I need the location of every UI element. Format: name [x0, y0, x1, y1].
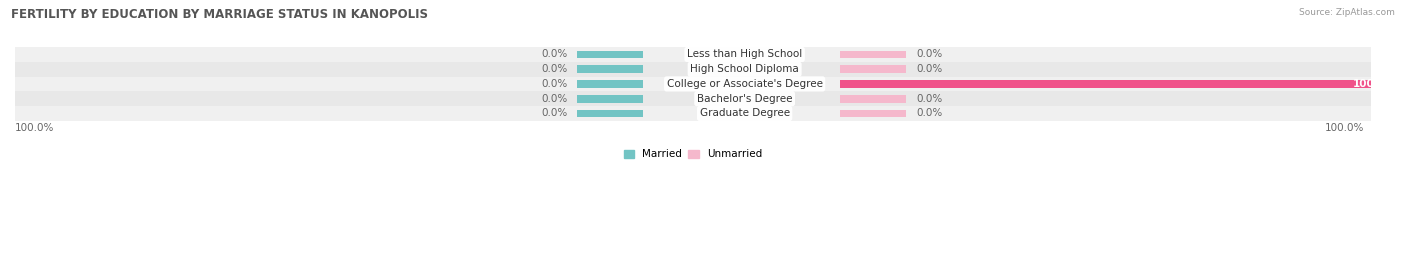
Bar: [578, 65, 644, 73]
Text: 0.0%: 0.0%: [917, 108, 942, 118]
Legend: Married, Unmarried: Married, Unmarried: [620, 145, 766, 164]
Text: 100.0%: 100.0%: [1324, 123, 1364, 133]
Text: 0.0%: 0.0%: [541, 79, 568, 89]
Text: High School Diploma: High School Diploma: [690, 64, 799, 74]
Bar: [578, 109, 644, 117]
Bar: [841, 109, 907, 117]
Bar: [841, 95, 907, 102]
Text: Bachelor's Degree: Bachelor's Degree: [697, 94, 793, 104]
Bar: [578, 51, 644, 58]
Text: 0.0%: 0.0%: [541, 64, 568, 74]
Text: Less than High School: Less than High School: [688, 49, 803, 59]
Bar: [841, 51, 907, 58]
Text: 0.0%: 0.0%: [541, 108, 568, 118]
Bar: [841, 80, 1403, 88]
Text: Source: ZipAtlas.com: Source: ZipAtlas.com: [1299, 8, 1395, 17]
Bar: [578, 95, 644, 102]
Bar: [841, 65, 907, 73]
Bar: [0, 47, 1371, 62]
Text: 0.0%: 0.0%: [917, 64, 942, 74]
Bar: [0, 77, 1371, 91]
Text: FERTILITY BY EDUCATION BY MARRIAGE STATUS IN KANOPOLIS: FERTILITY BY EDUCATION BY MARRIAGE STATU…: [11, 8, 429, 21]
Text: 0.0%: 0.0%: [917, 49, 942, 59]
Bar: [0, 62, 1371, 77]
Text: 0.0%: 0.0%: [541, 94, 568, 104]
Text: College or Associate's Degree: College or Associate's Degree: [666, 79, 823, 89]
Text: Graduate Degree: Graduate Degree: [700, 108, 790, 118]
Bar: [0, 91, 1371, 106]
Text: 0.0%: 0.0%: [541, 49, 568, 59]
Text: 100.0%: 100.0%: [15, 123, 55, 133]
Text: 0.0%: 0.0%: [917, 94, 942, 104]
Bar: [0, 106, 1371, 121]
Bar: [578, 80, 644, 88]
Text: 100.0%: 100.0%: [1353, 79, 1396, 89]
